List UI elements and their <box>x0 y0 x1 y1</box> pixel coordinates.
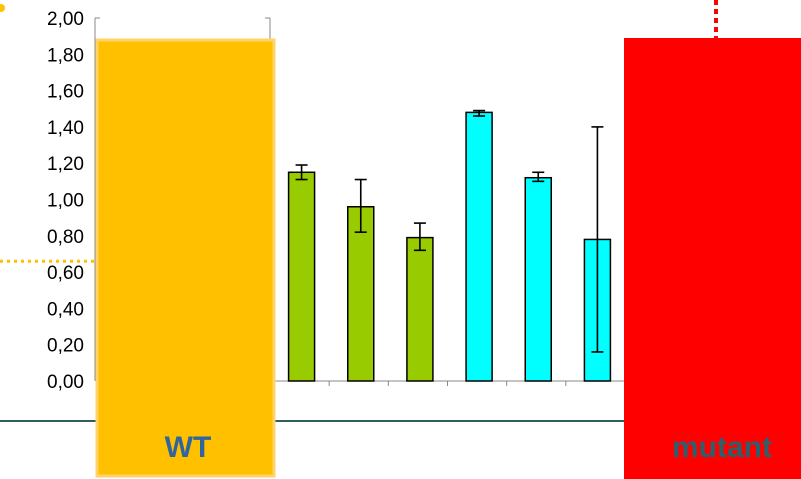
error-bar <box>354 178 367 233</box>
y-tick-label: 0,40 <box>47 299 84 320</box>
error-bar <box>532 171 545 183</box>
wt-panel <box>97 40 274 476</box>
corner-dot <box>0 4 5 12</box>
error-bar <box>591 126 604 353</box>
bar <box>347 206 375 382</box>
wt-label: WT <box>165 431 212 464</box>
error-bar <box>413 222 426 252</box>
y-tick-label: 2,00 <box>47 9 84 30</box>
y-tick-label: 0,20 <box>47 336 84 357</box>
y-tick-label: 1,20 <box>47 154 84 175</box>
y-tick-label: 1,80 <box>47 45 84 66</box>
y-tick-label: 1,40 <box>47 118 84 139</box>
bars <box>287 111 612 382</box>
error-bar <box>473 109 486 117</box>
y-tick-label: 1,00 <box>47 191 84 212</box>
wt-panel-border <box>95 38 276 478</box>
y-tick-label: 0,80 <box>47 227 84 248</box>
mutant-label: mutant <box>672 431 772 464</box>
y-tick-label: 1,60 <box>47 82 84 103</box>
bar <box>287 171 316 382</box>
error-bar <box>295 164 308 181</box>
y-tick-label: 0,60 <box>47 263 84 284</box>
y-tick-labels: 0,00 0,20 0,40 0,60 0,80 1,00 1,20 1,40 1,60 1,80… <box>47 9 84 393</box>
bar <box>465 111 493 382</box>
mutant-panel <box>624 38 801 479</box>
error-bars <box>295 109 604 353</box>
y-tick-label: 0,00 <box>47 372 84 393</box>
bar <box>406 236 434 382</box>
x-axis-ticks <box>269 381 626 386</box>
bar <box>524 176 552 382</box>
